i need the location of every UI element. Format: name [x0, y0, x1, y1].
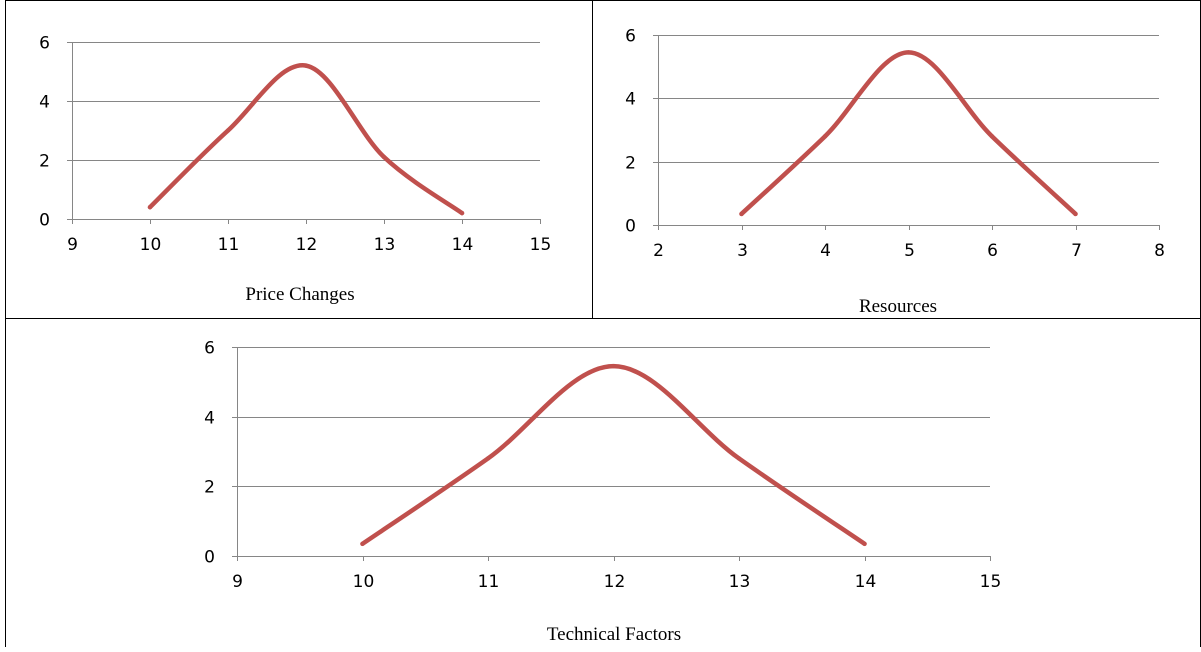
x-tick-label: 12 [296, 235, 318, 255]
x-tick-label: 7 [1071, 241, 1082, 261]
x-tick-label: 2 [653, 241, 664, 261]
x-tick-label: 8 [1154, 241, 1165, 261]
x-tick-label: 14 [452, 235, 474, 255]
x-tick-label: 10 [140, 235, 162, 255]
data-point [739, 211, 744, 217]
chart-caption-technical-factors: Technical Factors [547, 624, 681, 645]
x-tick-label: 3 [737, 241, 748, 261]
data-point [989, 134, 995, 139]
data-point [225, 128, 231, 133]
x-tick-label: 11 [218, 235, 240, 255]
data-point [906, 50, 911, 55]
data-point [459, 210, 465, 216]
data-point [303, 63, 309, 68]
x-tick-label: 6 [987, 241, 998, 261]
x-tick-label: 15 [530, 235, 552, 255]
x-tick-label: 13 [374, 235, 396, 255]
y-tick-label: 6 [625, 27, 636, 47]
series-line [147, 63, 465, 216]
chart-caption-price-changes: Price Changes [245, 284, 354, 305]
data-point [1073, 211, 1078, 217]
y-tick-label: 0 [204, 548, 215, 568]
chart-price-changes: 0 2 4 6 9 10 11 12 13 14 15 Price Changes [39, 34, 551, 306]
data-point [736, 456, 742, 461]
y-tick-label: 2 [204, 478, 215, 498]
x-tick-label: 10 [353, 572, 375, 592]
chart-technical-factors: 0 2 4 6 9 10 11 12 13 14 15 Technical Factors [204, 339, 1001, 646]
data-point [822, 134, 828, 139]
y-tick-label: 6 [39, 34, 50, 54]
x-tick-label: 14 [855, 572, 877, 592]
y-tick-label: 4 [204, 409, 215, 429]
series-line [739, 50, 1078, 217]
y-tick-label: 4 [39, 93, 50, 113]
x-tick-label: 12 [604, 572, 626, 592]
y-tick-label: 2 [625, 154, 636, 174]
series-line [360, 363, 867, 547]
data-point [360, 541, 365, 547]
x-tick-label: 4 [820, 241, 831, 261]
data-point [381, 154, 387, 160]
x-tick-label: 9 [67, 235, 78, 255]
x-tick-label: 9 [232, 572, 243, 592]
chart-caption-resources: Resources [859, 296, 937, 317]
y-tick-label: 4 [625, 90, 636, 110]
x-tick-label: 5 [904, 241, 915, 261]
y-tick-label: 2 [39, 152, 50, 172]
x-tick-label: 13 [729, 572, 751, 592]
data-point [611, 363, 616, 369]
x-tick-label: 11 [478, 572, 500, 592]
data-point [862, 541, 867, 547]
data-point [147, 205, 153, 210]
y-tick-label: 0 [625, 217, 636, 237]
y-tick-label: 6 [204, 339, 215, 359]
data-point [485, 456, 491, 461]
table-borders [5, 0, 1201, 647]
y-tick-label: 0 [39, 211, 50, 231]
x-tick-label: 15 [980, 572, 1002, 592]
